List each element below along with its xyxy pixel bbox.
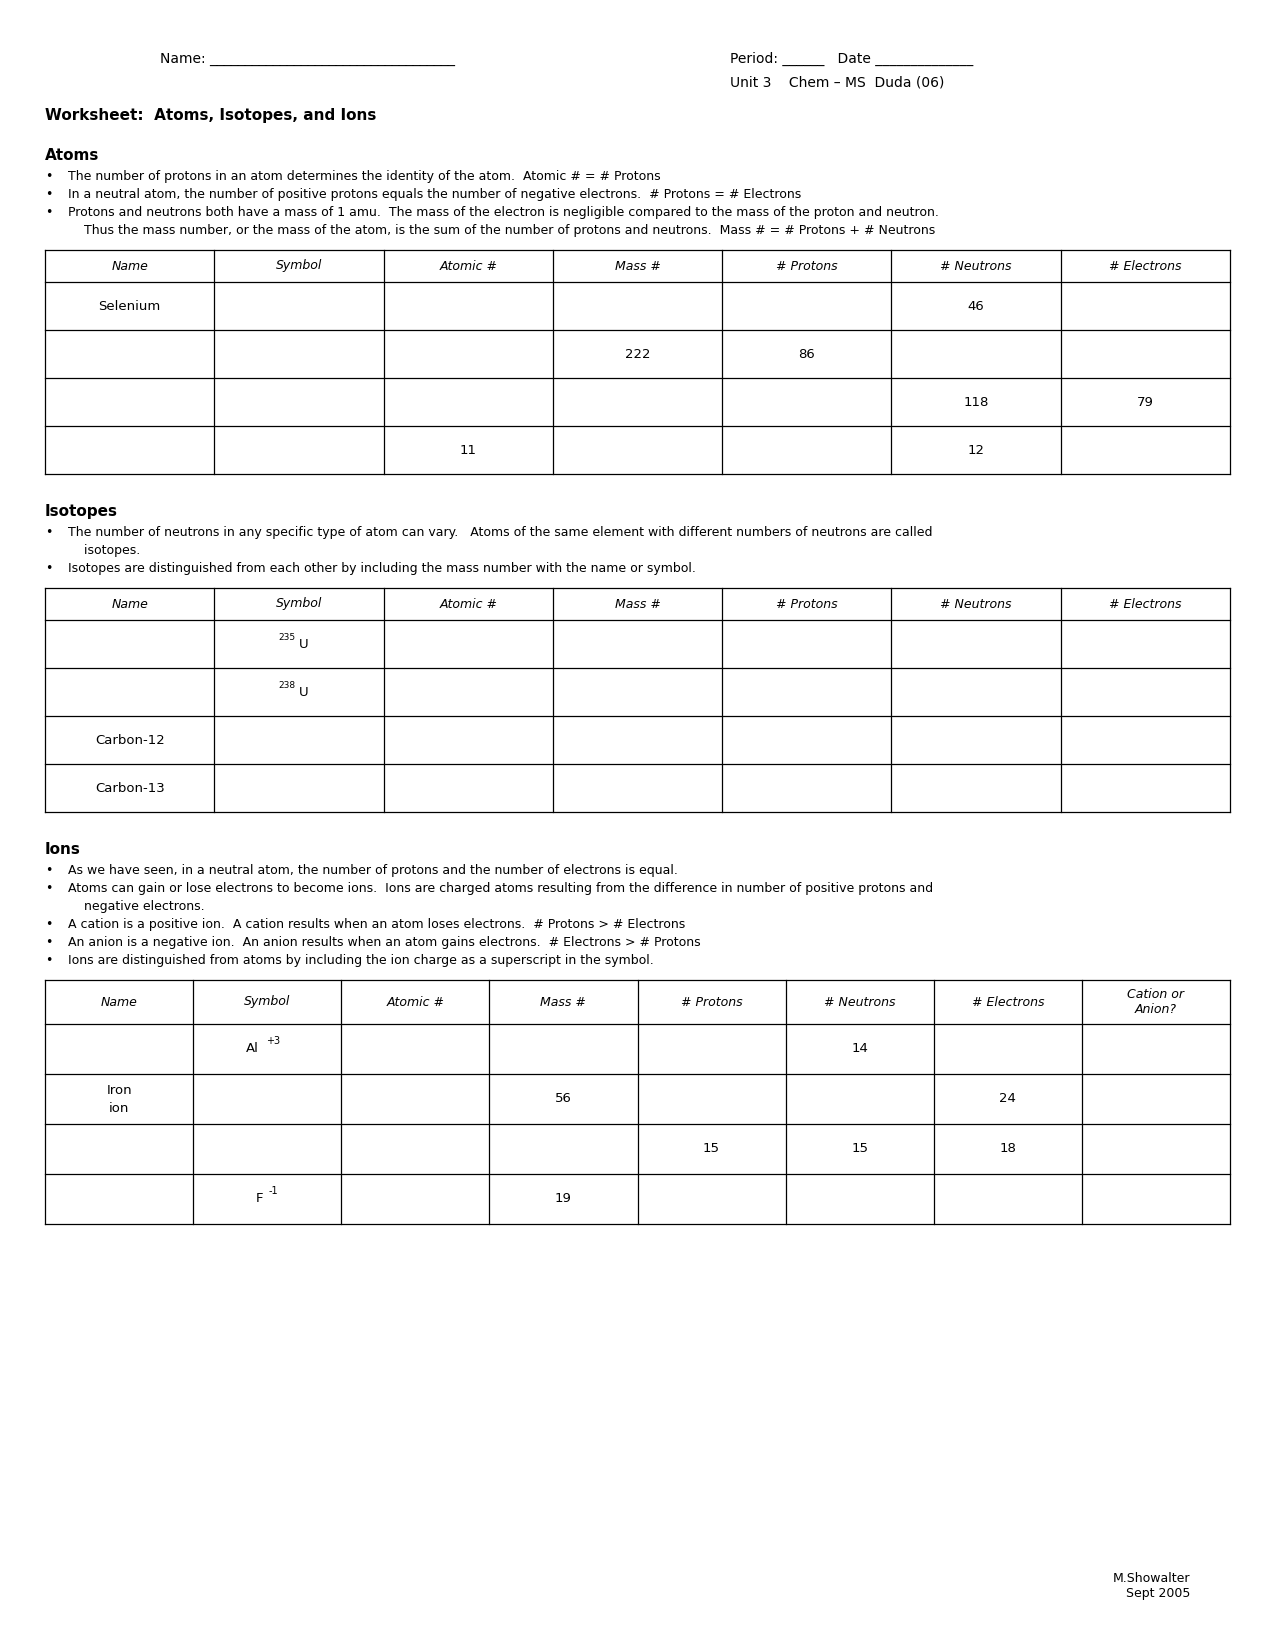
Text: M.Showalter
Sept 2005: M.Showalter Sept 2005 xyxy=(1113,1572,1190,1600)
Text: # Electrons: # Electrons xyxy=(972,995,1044,1008)
Text: Name: Name xyxy=(111,597,148,610)
Text: Name: Name xyxy=(101,995,138,1008)
Text: 79: 79 xyxy=(1137,396,1154,409)
Text: Isotopes are distinguished from each other by including the mass number with the: Isotopes are distinguished from each oth… xyxy=(68,563,696,574)
Text: Worksheet:  Atoms, Isotopes, and Ions: Worksheet: Atoms, Isotopes, and Ions xyxy=(45,107,376,124)
Text: The number of protons in an atom determines the identity of the atom.  Atomic # : The number of protons in an atom determi… xyxy=(68,170,660,183)
Text: •: • xyxy=(45,170,52,183)
Text: Atomic #: Atomic # xyxy=(386,995,444,1008)
Text: Al: Al xyxy=(246,1043,259,1056)
Text: An anion is a negative ion.  An anion results when an atom gains electrons.  # E: An anion is a negative ion. An anion res… xyxy=(68,936,701,949)
Text: •: • xyxy=(45,883,52,894)
Text: Carbon-13: Carbon-13 xyxy=(94,782,164,795)
Text: Iron: Iron xyxy=(106,1084,131,1097)
Text: ion: ion xyxy=(108,1102,129,1115)
Text: Cation or
Anion?: Cation or Anion? xyxy=(1127,988,1184,1016)
Text: •: • xyxy=(45,206,52,219)
Text: Atomic #: Atomic # xyxy=(439,259,497,272)
Text: F: F xyxy=(256,1193,263,1206)
Text: 222: 222 xyxy=(625,348,650,360)
Text: Atomic #: Atomic # xyxy=(439,597,497,610)
Text: Symbol: Symbol xyxy=(275,597,323,610)
Text: 24: 24 xyxy=(1000,1092,1016,1106)
Text: 15: 15 xyxy=(852,1142,868,1155)
Text: U: U xyxy=(300,637,309,650)
Text: Protons and neutrons both have a mass of 1 amu.  The mass of the electron is neg: Protons and neutrons both have a mass of… xyxy=(68,206,938,219)
Text: # Electrons: # Electrons xyxy=(1109,259,1182,272)
Text: •: • xyxy=(45,188,52,201)
Text: 18: 18 xyxy=(1000,1142,1016,1155)
Text: 11: 11 xyxy=(460,444,477,457)
Text: 46: 46 xyxy=(968,300,984,312)
Text: •: • xyxy=(45,917,52,931)
Text: •: • xyxy=(45,954,52,967)
Text: •: • xyxy=(45,865,52,878)
Text: 56: 56 xyxy=(555,1092,572,1106)
Text: Ions are distinguished from atoms by including the ion charge as a superscript i: Ions are distinguished from atoms by inc… xyxy=(68,954,654,967)
Text: 238: 238 xyxy=(278,680,296,690)
Text: U: U xyxy=(300,685,309,698)
Text: -1: -1 xyxy=(268,1186,278,1196)
Text: Mass #: Mass # xyxy=(615,597,660,610)
Text: 118: 118 xyxy=(964,396,988,409)
Text: Unit 3    Chem – MS  Duda (06): Unit 3 Chem – MS Duda (06) xyxy=(731,74,945,89)
Text: In a neutral atom, the number of positive protons equals the number of negative : In a neutral atom, the number of positiv… xyxy=(68,188,801,201)
Text: Carbon-12: Carbon-12 xyxy=(94,734,164,746)
Text: Period: ______   Date ______________: Period: ______ Date ______________ xyxy=(731,53,973,66)
Text: 86: 86 xyxy=(798,348,815,360)
Text: Name: Name xyxy=(111,259,148,272)
Text: Ions: Ions xyxy=(45,842,80,856)
Text: 19: 19 xyxy=(555,1193,572,1206)
Text: # Protons: # Protons xyxy=(681,995,742,1008)
Text: Symbol: Symbol xyxy=(244,995,291,1008)
Text: # Neutrons: # Neutrons xyxy=(824,995,895,1008)
Text: •: • xyxy=(45,526,52,540)
Text: Isotopes: Isotopes xyxy=(45,503,119,520)
Text: 14: 14 xyxy=(852,1043,868,1056)
Text: 235: 235 xyxy=(278,632,296,642)
Text: Mass #: Mass # xyxy=(541,995,587,1008)
Text: Mass #: Mass # xyxy=(615,259,660,272)
Text: Atoms: Atoms xyxy=(45,148,99,163)
Text: # Protons: # Protons xyxy=(776,597,838,610)
Text: As we have seen, in a neutral atom, the number of protons and the number of elec: As we have seen, in a neutral atom, the … xyxy=(68,865,678,878)
Text: Thus the mass number, or the mass of the atom, is the sum of the number of proto: Thus the mass number, or the mass of the… xyxy=(68,224,936,238)
Text: # Neutrons: # Neutrons xyxy=(941,259,1012,272)
Text: 12: 12 xyxy=(968,444,984,457)
Text: Atoms can gain or lose electrons to become ions.  Ions are charged atoms resulti: Atoms can gain or lose electrons to beco… xyxy=(68,883,933,894)
Text: +3: +3 xyxy=(266,1036,280,1046)
Text: Symbol: Symbol xyxy=(275,259,323,272)
Text: Name: ___________________________________: Name: __________________________________… xyxy=(159,53,455,66)
Text: •: • xyxy=(45,936,52,949)
Text: # Protons: # Protons xyxy=(776,259,838,272)
Text: 15: 15 xyxy=(703,1142,720,1155)
Text: Selenium: Selenium xyxy=(98,300,161,312)
Text: The number of neutrons in any specific type of atom can vary.   Atoms of the sam: The number of neutrons in any specific t… xyxy=(68,526,932,540)
Text: isotopes.: isotopes. xyxy=(68,544,140,558)
Text: # Electrons: # Electrons xyxy=(1109,597,1182,610)
Text: •: • xyxy=(45,563,52,574)
Text: # Neutrons: # Neutrons xyxy=(941,597,1012,610)
Text: A cation is a positive ion.  A cation results when an atom loses electrons.  # P: A cation is a positive ion. A cation res… xyxy=(68,917,685,931)
Text: negative electrons.: negative electrons. xyxy=(68,899,204,912)
